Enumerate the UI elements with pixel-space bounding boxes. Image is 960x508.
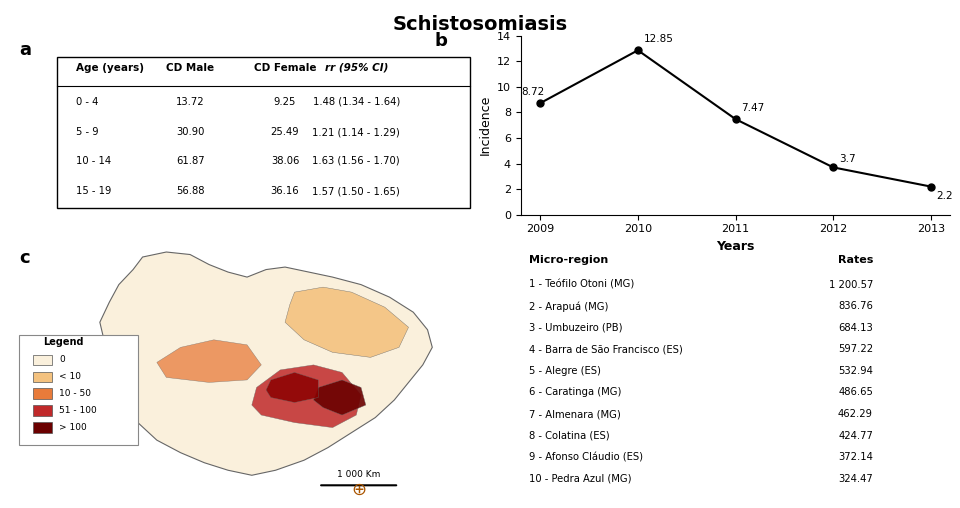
Text: b: b: [435, 32, 447, 50]
Text: 1.21 (1.14 - 1.29): 1.21 (1.14 - 1.29): [312, 128, 400, 137]
Text: CD Female: CD Female: [253, 63, 316, 73]
Text: c: c: [19, 249, 30, 268]
Text: 25.49: 25.49: [271, 128, 300, 137]
Text: 372.14: 372.14: [838, 452, 873, 462]
Text: 0 - 4: 0 - 4: [76, 97, 99, 107]
Text: 9.25: 9.25: [274, 97, 297, 107]
Text: 2 - Arapuá (MG): 2 - Arapuá (MG): [529, 301, 609, 312]
Text: 5 - 9: 5 - 9: [76, 128, 99, 137]
Text: 684.13: 684.13: [838, 323, 873, 333]
FancyBboxPatch shape: [34, 355, 53, 365]
Text: 36.16: 36.16: [271, 186, 300, 197]
Text: 532.94: 532.94: [838, 366, 873, 376]
Text: 1.63 (1.56 - 1.70): 1.63 (1.56 - 1.70): [313, 156, 400, 166]
Text: 10 - 50: 10 - 50: [60, 389, 91, 398]
Text: 61.87: 61.87: [176, 156, 204, 166]
Text: 2.2: 2.2: [936, 191, 953, 201]
Text: 10 - Pedra Azul (MG): 10 - Pedra Azul (MG): [529, 474, 632, 484]
Y-axis label: Incidence: Incidence: [478, 95, 492, 155]
Text: 6 - Caratinga (MG): 6 - Caratinga (MG): [529, 388, 622, 397]
Text: 56.88: 56.88: [176, 186, 204, 197]
Text: 1.57 (1.50 - 1.65): 1.57 (1.50 - 1.65): [312, 186, 400, 197]
Text: Age (years): Age (years): [76, 63, 144, 73]
Text: 1 200.57: 1 200.57: [828, 279, 873, 290]
Text: Legend: Legend: [43, 337, 84, 347]
Text: 1 - Teófilo Otoni (MG): 1 - Teófilo Otoni (MG): [529, 279, 635, 290]
X-axis label: Years: Years: [716, 240, 755, 253]
Polygon shape: [100, 252, 432, 475]
Text: 8.72: 8.72: [520, 87, 544, 97]
Text: 0: 0: [60, 356, 65, 364]
Polygon shape: [285, 287, 409, 357]
Text: 597.22: 597.22: [838, 344, 873, 354]
Text: 7.47: 7.47: [741, 103, 764, 113]
Text: rr (95% CI): rr (95% CI): [324, 63, 388, 73]
Text: 3 - Umbuzeiro (PB): 3 - Umbuzeiro (PB): [529, 323, 623, 333]
Text: > 100: > 100: [60, 423, 87, 432]
FancyBboxPatch shape: [34, 389, 53, 399]
Text: a: a: [19, 41, 31, 59]
FancyBboxPatch shape: [57, 57, 470, 208]
FancyBboxPatch shape: [34, 422, 53, 433]
Text: 836.76: 836.76: [838, 301, 873, 311]
Text: 12.85: 12.85: [643, 34, 673, 44]
Text: 30.90: 30.90: [176, 128, 204, 137]
FancyBboxPatch shape: [34, 372, 53, 382]
Text: 13.72: 13.72: [176, 97, 204, 107]
Text: ⊕: ⊕: [351, 482, 366, 499]
Text: 1.48 (1.34 - 1.64): 1.48 (1.34 - 1.64): [313, 97, 400, 107]
Polygon shape: [314, 380, 366, 415]
Text: 4 - Barra de São Francisco (ES): 4 - Barra de São Francisco (ES): [529, 344, 684, 354]
Text: 5 - Alegre (ES): 5 - Alegre (ES): [529, 366, 601, 376]
Text: 462.29: 462.29: [838, 409, 873, 419]
Text: 10 - 14: 10 - 14: [76, 156, 111, 166]
Text: 3.7: 3.7: [839, 154, 855, 164]
Polygon shape: [252, 365, 361, 428]
Text: Rates: Rates: [838, 255, 873, 265]
Text: 486.65: 486.65: [838, 388, 873, 397]
FancyBboxPatch shape: [34, 405, 53, 416]
Text: 9 - Afonso Cláudio (ES): 9 - Afonso Cláudio (ES): [529, 452, 643, 462]
Text: < 10: < 10: [60, 372, 82, 381]
Polygon shape: [156, 340, 261, 383]
Text: Schistosomiasis: Schistosomiasis: [393, 15, 567, 34]
Text: 324.47: 324.47: [838, 474, 873, 484]
FancyBboxPatch shape: [19, 335, 138, 445]
Text: CD Male: CD Male: [166, 63, 214, 73]
Polygon shape: [266, 372, 319, 402]
Text: Micro-region: Micro-region: [529, 255, 609, 265]
Text: 51 - 100: 51 - 100: [60, 406, 97, 415]
Text: 38.06: 38.06: [271, 156, 300, 166]
Text: 8 - Colatina (ES): 8 - Colatina (ES): [529, 431, 610, 440]
Text: 7 - Almenara (MG): 7 - Almenara (MG): [529, 409, 621, 419]
Text: 1 000 Km: 1 000 Km: [337, 469, 380, 479]
Text: 424.77: 424.77: [838, 431, 873, 440]
Text: 15 - 19: 15 - 19: [76, 186, 111, 197]
